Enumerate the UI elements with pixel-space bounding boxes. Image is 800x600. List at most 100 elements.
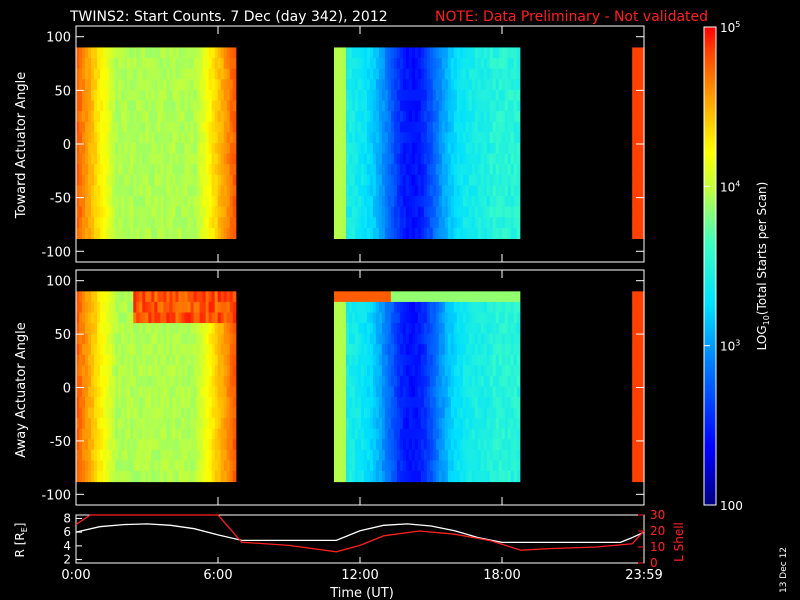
heatmap-cell	[214, 354, 219, 366]
heatmap-cell	[444, 418, 449, 430]
heatmap-cell	[501, 68, 506, 80]
heatmap-cell	[345, 132, 350, 144]
heatmap-cell	[393, 291, 398, 303]
heatmap-cell	[414, 195, 419, 208]
heatmap-cell	[450, 291, 455, 303]
heatmap-cell	[151, 164, 155, 176]
heatmap-cell	[178, 407, 183, 419]
heatmap-cell	[85, 407, 89, 419]
heatmap-cell	[426, 185, 431, 197]
heatmap-cell	[91, 68, 95, 80]
heatmap-cell	[88, 312, 92, 324]
heatmap-cell	[199, 89, 204, 102]
heatmap-cell	[465, 121, 470, 133]
heatmap-cell	[217, 470, 222, 483]
heatmap-cell	[76, 206, 80, 218]
heatmap-cell	[408, 460, 413, 472]
heatmap-cell	[118, 344, 122, 356]
heatmap-cell	[474, 111, 479, 123]
heatmap-cell	[420, 195, 425, 208]
heatmap-cell	[357, 195, 362, 208]
heatmap-cell	[223, 449, 228, 461]
heatmap-cell	[480, 428, 485, 440]
heatmap-cell	[420, 333, 425, 345]
heatmap-cell	[635, 142, 639, 155]
heatmap-cell	[360, 407, 365, 419]
heatmap-cell	[214, 396, 219, 409]
heatmap-cell	[363, 418, 368, 430]
heatmap-cell	[447, 185, 452, 197]
heatmap-cell	[510, 185, 515, 197]
heatmap-cell	[100, 418, 104, 430]
heatmap-cell	[151, 354, 155, 366]
heatmap-cell	[501, 470, 506, 483]
heatmap-cell	[393, 195, 398, 208]
heatmap-cell	[513, 354, 518, 366]
heatmap-cell	[441, 291, 446, 303]
heatmap-cell	[148, 89, 152, 102]
heatmap-cell	[435, 418, 440, 430]
heatmap-cell	[498, 428, 503, 440]
heatmap-cell	[396, 396, 401, 409]
heatmap-cell	[510, 439, 515, 451]
heatmap-cell	[474, 354, 479, 366]
heatmap-cell	[100, 291, 104, 303]
heatmap-cell	[423, 344, 428, 356]
heatmap-cell	[109, 174, 113, 186]
heatmap-cell	[435, 58, 440, 70]
heatmap-cell	[202, 164, 207, 176]
heatmap-cell	[390, 142, 395, 155]
heatmap-cell	[432, 164, 437, 176]
heatmap-cell	[142, 323, 146, 335]
heatmap-cell	[414, 185, 419, 197]
heatmap-cell	[139, 100, 143, 112]
heatmap-cell	[202, 185, 207, 197]
heatmap-cell	[145, 449, 149, 461]
heatmap-cell	[423, 132, 428, 144]
heatmap-cell	[339, 470, 344, 483]
heatmap-cell	[333, 333, 338, 345]
heatmap-cell	[474, 121, 479, 133]
heatmap-cell	[118, 301, 122, 314]
heatmap-cell	[387, 195, 392, 208]
heatmap-cell	[136, 460, 140, 472]
heatmap-cell	[516, 323, 521, 335]
heatmap-cell	[136, 354, 140, 366]
heatmap-cell	[175, 164, 180, 176]
heatmap-cell	[632, 460, 636, 472]
heatmap-cell	[498, 418, 503, 430]
heatmap-cell	[387, 323, 392, 335]
heatmap-cell	[423, 174, 428, 186]
heatmap-cell	[208, 312, 213, 324]
heatmap-cell	[468, 132, 473, 144]
heatmap-cell	[468, 301, 473, 314]
heatmap-cell	[229, 386, 234, 398]
heatmap-cell	[169, 333, 174, 345]
heatmap-cell	[163, 111, 168, 123]
heatmap-cell	[112, 460, 116, 472]
heatmap-cell	[510, 153, 515, 165]
heatmap-cell	[82, 407, 86, 419]
heatmap-cell	[426, 354, 431, 366]
heatmap-cell	[199, 439, 204, 451]
heatmap-cell	[181, 206, 186, 218]
heatmap-cell	[133, 344, 137, 356]
heatmap-cell	[226, 323, 231, 335]
heatmap-cell	[501, 344, 506, 356]
heatmap-cell	[232, 111, 237, 123]
heatmap-cell	[384, 439, 389, 451]
heatmap-cell	[127, 89, 131, 102]
heatmap-cell	[109, 227, 113, 239]
heatmap-cell	[516, 79, 521, 91]
heatmap-cell	[166, 227, 171, 239]
heatmap-cell	[139, 344, 143, 356]
heatmap-cell	[232, 68, 237, 80]
heatmap-cell	[641, 227, 645, 239]
heatmap-cell	[130, 407, 134, 419]
heatmap-cell	[142, 460, 146, 472]
heatmap-cell	[414, 460, 419, 472]
heatmap-cell	[510, 312, 515, 324]
heatmap-cell	[118, 386, 122, 398]
heatmap-cell	[145, 142, 149, 155]
heatmap-cell	[208, 396, 213, 409]
